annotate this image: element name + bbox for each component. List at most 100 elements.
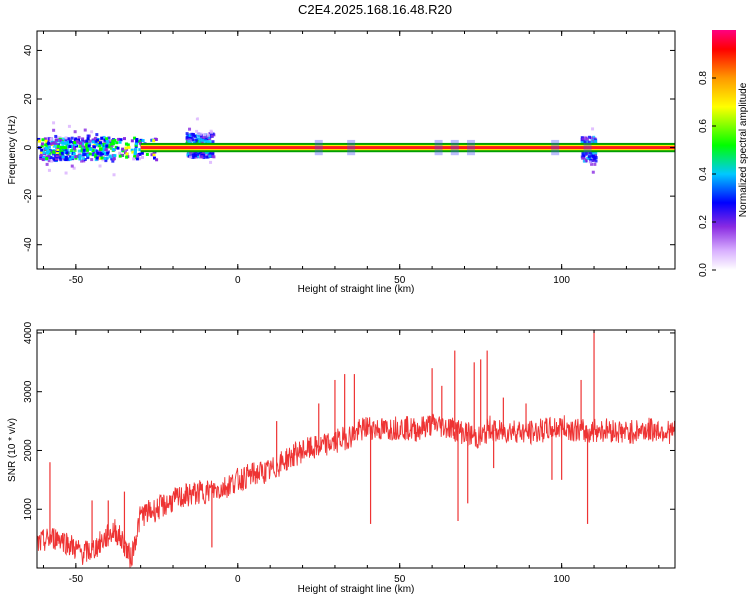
spectrogram-cell — [83, 158, 87, 162]
spectrogram-cell — [54, 175, 58, 179]
spectrogram-cell — [204, 90, 208, 94]
spectrogram-cell — [125, 152, 129, 156]
spectrogram-cell — [104, 148, 108, 152]
spectrogram-cell — [102, 146, 106, 150]
spectrogram-cell — [590, 152, 594, 156]
spectrogram-cell — [86, 152, 90, 156]
spectrogram-cell — [47, 174, 51, 178]
spectrogram-cell — [52, 128, 56, 132]
spectrogram-cell — [118, 151, 122, 155]
spectrogram-cell — [86, 123, 90, 127]
spectrogram-cell — [42, 151, 46, 155]
spectrogram-cell — [133, 136, 137, 140]
spectrogram-cell — [186, 192, 190, 196]
spectrogram-cell — [203, 133, 207, 137]
spectrogram-cell — [193, 152, 197, 156]
spectrogram-cell — [61, 140, 65, 144]
spectrogram-cell — [112, 173, 116, 177]
spectrogram-cell — [154, 137, 158, 141]
spectrogram-cell — [64, 158, 68, 162]
spectrogram-panel: -50 0 50 100 -40 -20 0 20 40 Height of straight … — [7, 30, 676, 295]
spectrogram-cell — [197, 178, 201, 182]
spectrogram-cell — [205, 111, 209, 115]
spectrogram-cell — [47, 159, 51, 163]
spectrogram-cell — [586, 157, 590, 161]
spectrogram-cell — [102, 156, 106, 160]
spectrogram-cell — [88, 142, 92, 146]
spectrogram-cell — [47, 194, 51, 198]
spectrogram-cell — [61, 143, 65, 147]
spectrogram-cell — [581, 137, 585, 141]
spectrogram-cell — [205, 96, 209, 100]
spectrogram-cell — [185, 194, 189, 198]
spectrogram-cell — [60, 151, 64, 155]
spectrogram-cell — [187, 139, 191, 143]
spectrogram-cell — [186, 174, 190, 178]
spectrogram-cell — [67, 142, 71, 146]
spectrogram-cell — [211, 140, 215, 144]
colorbar: 0.0 0.2 0.4 0.6 0.8 Normalized spectral ampl… — [698, 30, 749, 277]
spectrogram-cell — [190, 180, 194, 184]
spectrogram-cell — [59, 103, 63, 107]
spectrogram-cell — [202, 135, 206, 139]
spectrogram-cell — [78, 144, 82, 148]
spectrogram-cell — [80, 147, 84, 151]
spectrogram-cell — [196, 92, 200, 96]
spectrogram-cell — [594, 124, 598, 128]
spectrogram-cell — [105, 139, 109, 143]
spectrogram-cell — [73, 100, 77, 104]
spectrogram-cell — [108, 155, 112, 159]
spectrogram-cell — [194, 138, 198, 142]
spectrogram-cell — [55, 157, 59, 161]
spectrogram-cell — [82, 120, 86, 124]
spectrogram-cell — [55, 151, 59, 155]
spectrogram-cell — [64, 171, 68, 175]
spectrogram-cell — [125, 155, 129, 159]
spectrogram-cell — [49, 156, 53, 160]
spectrogram-cell — [93, 137, 97, 141]
spectrogram-cell — [587, 140, 591, 144]
spectrogram-cell — [45, 162, 49, 166]
spectrogram-cell — [91, 153, 95, 157]
colorbar-tick-label: 0.4 — [698, 167, 709, 181]
spectrogram-cell — [88, 152, 92, 156]
spectrogram-cell — [111, 169, 115, 173]
band-bump — [551, 139, 560, 156]
spectrogram-x-tick-label: 50 — [394, 275, 406, 286]
spectrogram-cell — [74, 137, 78, 141]
spectrogram-cell — [122, 137, 126, 141]
spectrogram-cell — [39, 153, 43, 157]
spectrogram-cell — [589, 151, 593, 155]
spectrogram-cell — [591, 127, 595, 131]
spectrogram-cell — [113, 154, 117, 158]
spectrogram-cell — [190, 155, 194, 159]
spectrogram-cell — [203, 139, 207, 143]
spectrogram-cell — [45, 156, 49, 160]
spectrogram-cell — [130, 139, 134, 143]
spectrogram-cell — [124, 146, 128, 150]
spectrogram-cell — [110, 157, 114, 161]
spectrogram-cell — [194, 134, 198, 138]
spectrogram-cell — [197, 132, 201, 136]
spectrogram-cell — [134, 142, 138, 146]
band-bump — [450, 139, 459, 156]
spectrogram-cell — [80, 159, 84, 163]
spectrogram-cell — [61, 137, 65, 141]
spectrogram-cell — [200, 182, 204, 186]
spectrogram-cell — [590, 141, 594, 145]
spectrogram-cell — [585, 137, 589, 141]
spectrogram-cell — [77, 149, 81, 153]
spectrogram-cell — [92, 145, 96, 149]
spectrogram-y-tick-label: 40 — [23, 44, 34, 56]
spectrogram-cell — [68, 140, 72, 144]
spectrogram-cell — [52, 144, 56, 148]
spectrogram-cell — [109, 146, 113, 150]
spectrogram-cell — [68, 145, 72, 149]
spectrogram-cell — [66, 137, 70, 141]
spectrogram-cell — [591, 154, 595, 158]
spectrogram-cell — [56, 148, 60, 152]
spectrogram-cell — [105, 93, 109, 97]
spectrogram-cell — [99, 142, 103, 146]
spectrogram-cell — [592, 135, 596, 139]
spectrogram-cell — [70, 136, 74, 140]
